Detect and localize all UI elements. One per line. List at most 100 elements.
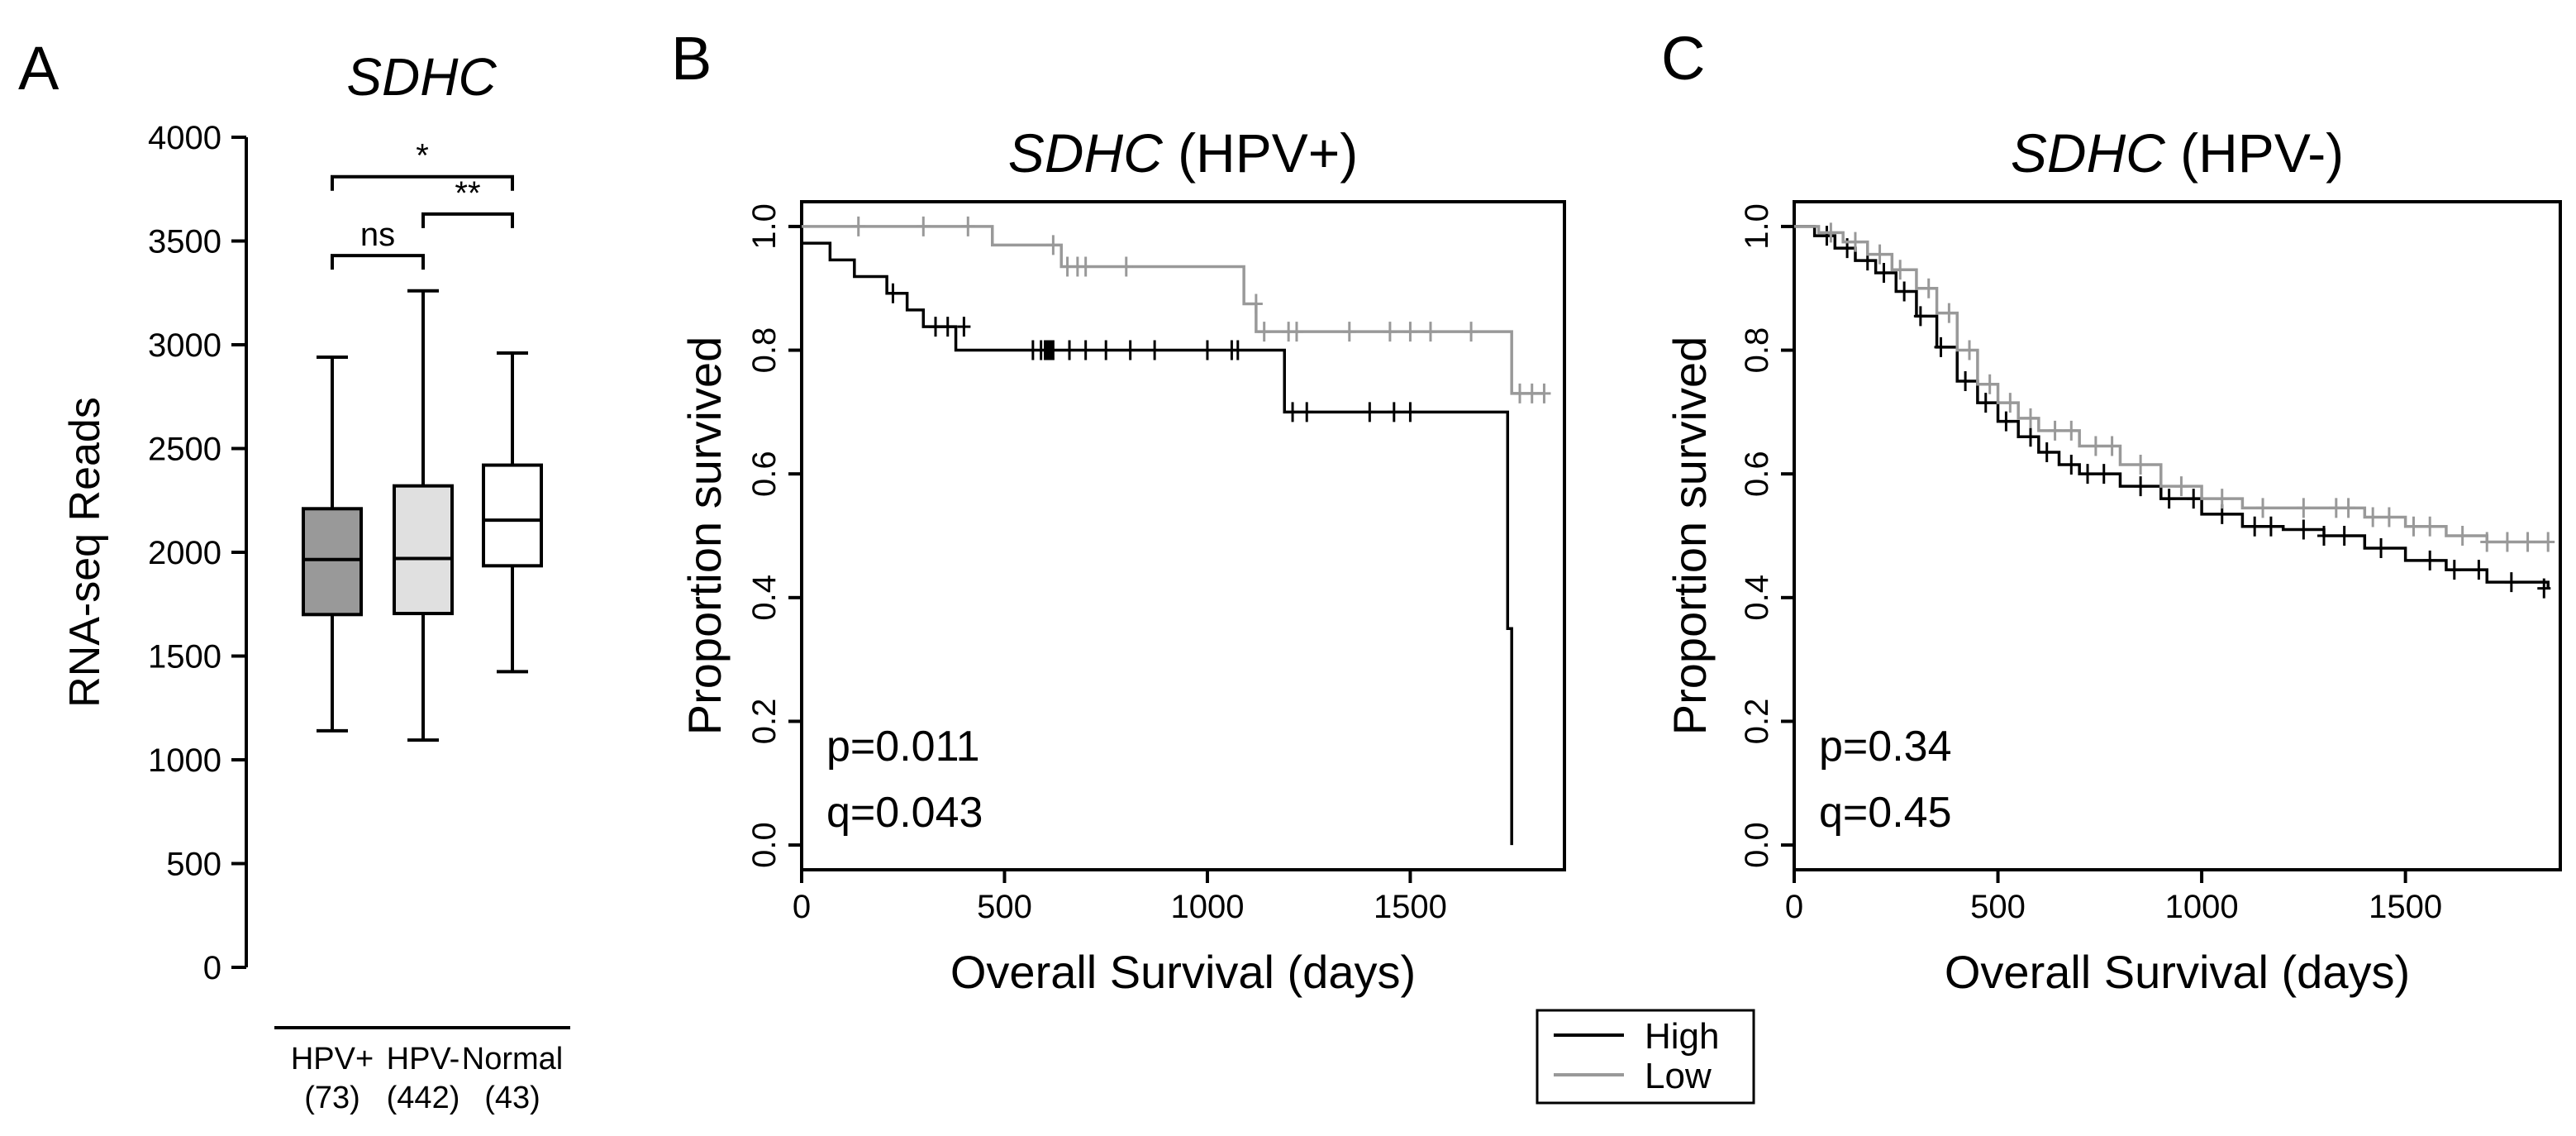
x-tick-label: 1000: [1170, 889, 1244, 925]
y-tick-label: 0.4: [1739, 575, 1775, 621]
censor-mark: [2447, 560, 2461, 580]
censor-mark: [851, 216, 865, 236]
y-tick-label: 0.8: [1739, 327, 1775, 374]
censor-mark: [1525, 383, 1539, 403]
box-iqr: [302, 507, 363, 617]
censor-mark: [1537, 383, 1551, 403]
censor-mark: [1824, 222, 1838, 243]
y-tick-label: 0.4: [746, 575, 783, 621]
censor-mark: [2088, 436, 2102, 456]
censor-mark: [1848, 231, 1862, 252]
censor-mark: [2097, 464, 2111, 484]
censor-mark: [1934, 337, 1948, 357]
bracket-line: [331, 254, 425, 270]
chart-title-gene: SDHC: [1008, 122, 1164, 184]
chart-title: SDHC (HPV+): [1008, 122, 1359, 184]
significance-bracket: [331, 254, 425, 270]
box-iqr: [482, 463, 543, 568]
x-category-label: Normal: [462, 1042, 563, 1076]
y-tick-label: 0.8: [746, 327, 783, 374]
y-axis-label: Proportion survived: [1664, 337, 1716, 735]
panel-c-survival-hpv-neg: C SDHC (HPV-) 0 500 1000 1500 Overall Survival…: [1661, 24, 2562, 998]
y-tick-label: 1.0: [1739, 203, 1775, 250]
box-group: [302, 356, 363, 733]
censor-mark: [1387, 402, 1401, 422]
censor-mark: [2407, 516, 2421, 537]
censor-mark: [1078, 256, 1093, 277]
censor-mark: [1363, 402, 1377, 422]
censor-mark: [2423, 550, 2437, 570]
censor-mark: [1148, 340, 1162, 360]
censor-mark: [2215, 489, 2229, 509]
significance-label: **: [455, 175, 480, 212]
censor-mark: [1300, 402, 1314, 422]
box-iqr: [393, 484, 454, 616]
series-high: [1794, 225, 2551, 599]
censor-mark: [1512, 383, 1526, 403]
censor-mark: [2134, 454, 2148, 475]
x-tick-label: 500: [1970, 889, 2026, 925]
censor-mark: [2023, 427, 2037, 447]
survival-curve: [802, 225, 1545, 395]
censor-mark: [2341, 498, 2355, 518]
censor-mark: [1403, 402, 1417, 422]
x-category-label: HPV-: [387, 1042, 460, 1076]
y-axis-label: RNA-seq Reads: [61, 397, 109, 708]
censor-mark: [1257, 322, 1271, 342]
legend-label: Low: [1645, 1056, 1712, 1096]
survival-curve: [1794, 225, 2549, 544]
censor-mark: [2040, 442, 2054, 462]
censor-mark: [2048, 420, 2062, 441]
survival-curve: [1794, 225, 2550, 589]
x-category-label: HPV+: [291, 1042, 374, 1076]
x-tick-label: 0: [793, 889, 811, 925]
y-tick-label: 0.6: [1739, 451, 1775, 497]
censor-mark: [886, 283, 900, 303]
censor-mark: [1963, 340, 1977, 360]
censor-mark: [917, 216, 931, 236]
y-tick-label: 2500: [148, 432, 221, 468]
censor-mark: [1893, 260, 1907, 280]
censor-mark: [929, 317, 943, 337]
y-tick-label: 4000: [148, 120, 221, 156]
censor-mark: [2187, 489, 2201, 509]
censor-mark: [1046, 340, 1060, 360]
plot-frame: [1793, 200, 2562, 871]
censor-mark: [2329, 498, 2343, 518]
censor-mark: [1119, 256, 1133, 277]
censor-mark: [2174, 476, 2188, 497]
y-tick-label: 3000: [148, 327, 221, 364]
y-tick-label: 2000: [148, 535, 221, 571]
censor-mark: [2541, 532, 2555, 552]
x-tick-label: 1500: [1374, 889, 1447, 925]
censor-mark: [1877, 263, 1891, 284]
censor-mark: [2500, 532, 2514, 552]
q-value: q=0.45: [1819, 789, 1952, 837]
censor-mark: [2162, 489, 2176, 509]
censor-mark: [940, 317, 955, 337]
bracket-line: [331, 174, 514, 191]
censor-mark: [2366, 507, 2380, 527]
chart-title: SDHC (HPV-): [2011, 122, 2344, 184]
series-high: [800, 226, 1513, 846]
significance-label: *: [416, 138, 429, 174]
censor-mark: [1978, 393, 1993, 413]
censor-mark: [2537, 578, 2551, 599]
censor-mark: [2105, 436, 2119, 456]
chart-title-suffix: (HPV-): [2165, 122, 2344, 184]
censor-mark: [1200, 340, 1214, 360]
legend-label: High: [1645, 1016, 1720, 1057]
chart-title-gene: SDHC: [2011, 122, 2166, 184]
y-axis-label: Proportion survived: [679, 337, 731, 735]
x-category-count: (442): [387, 1081, 460, 1115]
censor-mark: [1959, 370, 1973, 391]
censor-mark: [2382, 507, 2396, 527]
censor-mark: [1123, 340, 1137, 360]
bracket-line: [421, 212, 514, 228]
panel-a-boxplot: A SDHC 0 500 1000 1500 2000 2500 3000 3500 4000 RNA…: [18, 34, 570, 1115]
x-category-count: (43): [484, 1081, 540, 1115]
x-tick-label: 1000: [2165, 889, 2239, 925]
censor-mark: [2248, 516, 2262, 537]
